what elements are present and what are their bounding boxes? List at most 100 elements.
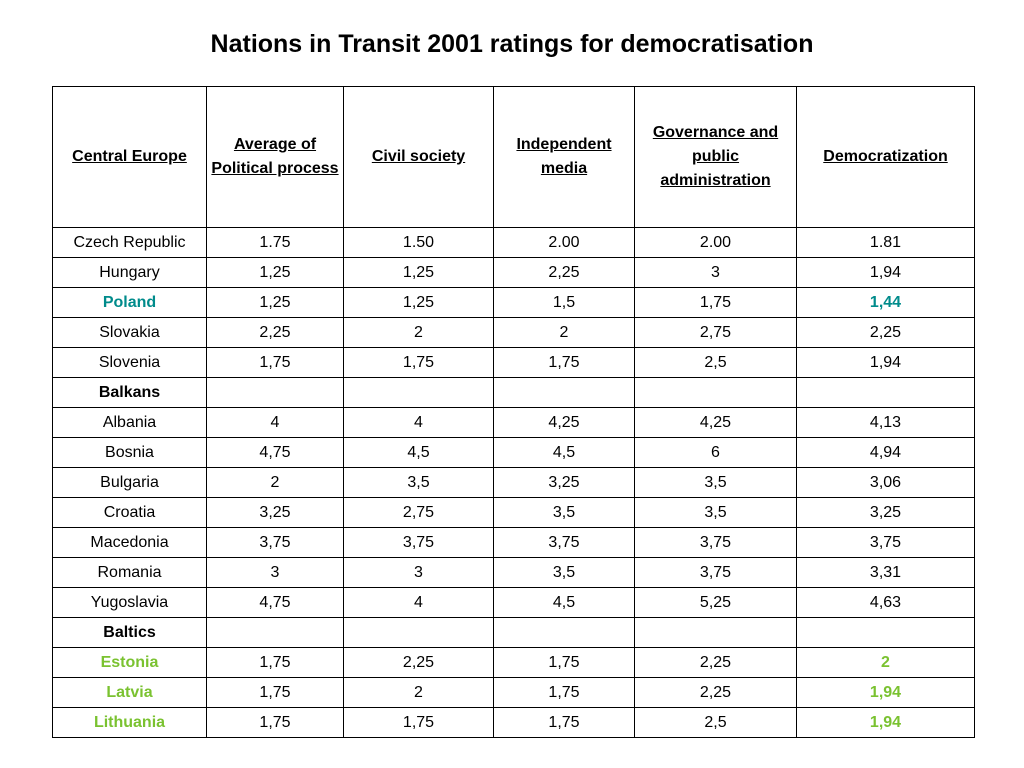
political-process-cell: 2,25 (206, 317, 344, 348)
country-cell: Czech Republic (52, 227, 207, 258)
civil-society-cell: 2 (343, 317, 494, 348)
civil-society-cell: 1.50 (343, 227, 494, 258)
header-region: Central Europe (52, 86, 207, 228)
political-process-cell (206, 617, 344, 648)
country-cell: Romania (52, 557, 207, 588)
table-row: Romania 3 3 3,5 3,75 3,31 (52, 557, 975, 588)
democratization-cell: 1,94 (796, 347, 975, 378)
civil-society-cell: 2,75 (343, 497, 494, 528)
table-row: Bosnia 4,75 4,5 4,5 6 4,94 (52, 437, 975, 468)
civil-society-cell: 1,75 (343, 707, 494, 738)
independent-media-cell: 1,75 (493, 647, 635, 678)
governance-cell: 3,75 (634, 557, 797, 588)
governance-cell: 4,25 (634, 407, 797, 438)
independent-media-cell (493, 617, 635, 648)
independent-media-cell: 2 (493, 317, 635, 348)
democratization-cell: 3,31 (796, 557, 975, 588)
group-row: Balkans (52, 377, 975, 408)
governance-cell: 2,5 (634, 347, 797, 378)
country-cell: Lithuania (52, 707, 207, 738)
country-cell: Slovakia (52, 317, 207, 348)
country-cell: Hungary (52, 257, 207, 288)
democratization-cell: 2 (796, 647, 975, 678)
democratization-cell: 4,13 (796, 407, 975, 438)
independent-media-cell: 1,5 (493, 287, 635, 318)
country-cell: Slovenia (52, 347, 207, 378)
table-body: Czech Republic 1.75 1.50 2.00 2.00 1.81 Hungar… (52, 227, 975, 738)
governance-cell: 2,5 (634, 707, 797, 738)
governance-cell (634, 377, 797, 408)
independent-media-cell: 1,75 (493, 707, 635, 738)
table-row: Slovenia 1,75 1,75 1,75 2,5 1,94 (52, 347, 975, 378)
civil-society-cell: 2 (343, 677, 494, 708)
governance-cell: 3,5 (634, 467, 797, 498)
independent-media-cell: 3,5 (493, 497, 635, 528)
civil-society-cell (343, 377, 494, 408)
country-cell: Poland (52, 287, 207, 318)
header-governance: Governance and public administration (634, 86, 797, 228)
independent-media-cell: 1,75 (493, 677, 635, 708)
governance-cell: 2,25 (634, 647, 797, 678)
table-row: Croatia 3,25 2,75 3,5 3,5 3,25 (52, 497, 975, 528)
political-process-cell: 1,75 (206, 707, 344, 738)
page-title: Nations in Transit 2001 ratings for demo… (210, 30, 814, 58)
independent-media-cell: 2.00 (493, 227, 635, 258)
group-row: Baltics (52, 617, 975, 648)
table-row: Yugoslavia 4,75 4 4,5 5,25 4,63 (52, 587, 975, 618)
group-label: Balkans (52, 377, 207, 408)
country-cell: Estonia (52, 647, 207, 678)
header-civil-society: Civil society (343, 86, 494, 228)
country-cell: Albania (52, 407, 207, 438)
independent-media-cell: 4,5 (493, 437, 635, 468)
civil-society-cell: 1,25 (343, 257, 494, 288)
table-row: Bulgaria 2 3,5 3,25 3,5 3,06 (52, 467, 975, 498)
political-process-cell: 1,25 (206, 257, 344, 288)
independent-media-cell: 3,75 (493, 527, 635, 558)
civil-society-cell: 3,5 (343, 467, 494, 498)
governance-cell: 3,5 (634, 497, 797, 528)
political-process-cell: 1,75 (206, 647, 344, 678)
country-cell: Yugoslavia (52, 587, 207, 618)
democratization-cell: 1,94 (796, 707, 975, 738)
independent-media-cell (493, 377, 635, 408)
civil-society-cell: 1,25 (343, 287, 494, 318)
democratization-cell: 3,75 (796, 527, 975, 558)
governance-cell: 2,75 (634, 317, 797, 348)
table-row: Albania 4 4 4,25 4,25 4,13 (52, 407, 975, 438)
group-label: Baltics (52, 617, 207, 648)
political-process-cell: 2 (206, 467, 344, 498)
table-row: Estonia 1,75 2,25 1,75 2,25 2 (52, 647, 975, 678)
header-political-process: Average of Political process (206, 86, 344, 228)
political-process-cell: 1,25 (206, 287, 344, 318)
independent-media-cell: 3,5 (493, 557, 635, 588)
political-process-cell: 3,75 (206, 527, 344, 558)
independent-media-cell: 4,25 (493, 407, 635, 438)
governance-cell: 6 (634, 437, 797, 468)
civil-society-cell: 4,5 (343, 437, 494, 468)
political-process-cell: 4,75 (206, 587, 344, 618)
democratization-cell: 1,94 (796, 677, 975, 708)
political-process-cell: 1,75 (206, 347, 344, 378)
civil-society-cell: 3 (343, 557, 494, 588)
civil-society-cell: 1,75 (343, 347, 494, 378)
governance-cell (634, 617, 797, 648)
political-process-cell: 3 (206, 557, 344, 588)
table-row: Slovakia 2,25 2 2 2,75 2,25 (52, 317, 975, 348)
country-cell: Macedonia (52, 527, 207, 558)
governance-cell: 3,75 (634, 527, 797, 558)
civil-society-cell: 3,75 (343, 527, 494, 558)
table-row: Latvia 1,75 2 1,75 2,25 1,94 (52, 677, 975, 708)
political-process-cell: 1.75 (206, 227, 344, 258)
country-cell: Croatia (52, 497, 207, 528)
table-row: Macedonia 3,75 3,75 3,75 3,75 3,75 (52, 527, 975, 558)
country-cell: Bosnia (52, 437, 207, 468)
political-process-cell: 4 (206, 407, 344, 438)
democratization-cell (796, 617, 975, 648)
democratization-cell: 4,63 (796, 587, 975, 618)
civil-society-cell: 4 (343, 407, 494, 438)
democratization-cell: 4,94 (796, 437, 975, 468)
governance-cell: 3 (634, 257, 797, 288)
independent-media-cell: 1,75 (493, 347, 635, 378)
independent-media-cell: 2,25 (493, 257, 635, 288)
political-process-cell: 3,25 (206, 497, 344, 528)
